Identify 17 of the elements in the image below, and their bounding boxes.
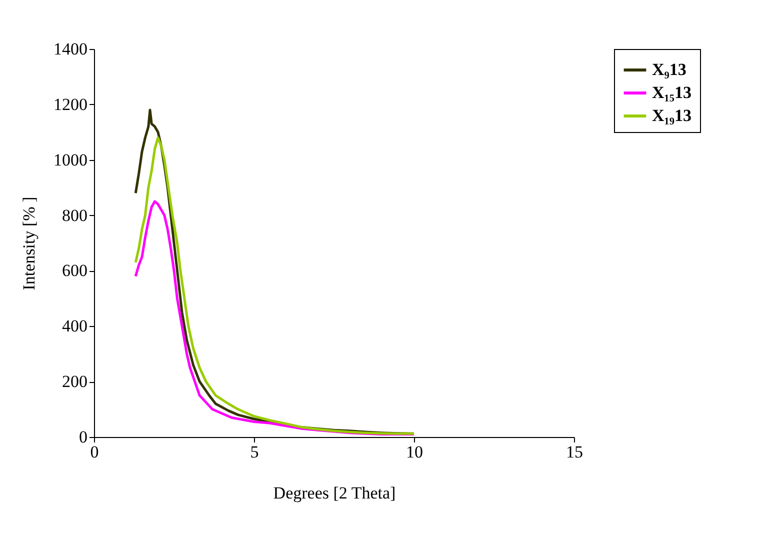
y-tick-label: 0: [79, 428, 88, 446]
y-tick-label: 1000: [54, 150, 88, 170]
y-tick-label: 400: [62, 316, 88, 336]
x-tick-label: 10: [406, 442, 423, 462]
x-tick-label: 0: [90, 442, 99, 462]
legend-label: X₁₉13: [652, 106, 692, 125]
y-axis-title: Intensity [% ]: [20, 196, 38, 290]
legend-label: X₁₅13: [652, 83, 692, 102]
y-tick-label: 1400: [54, 40, 88, 58]
x-axis-title: Degrees [2 Theta]: [273, 484, 396, 502]
y-tick-label: 1200: [54, 94, 88, 114]
y-tick-label: 200: [62, 372, 88, 392]
y-tick-label: 600: [62, 261, 88, 280]
y-tick-label: 800: [62, 206, 88, 225]
x-tick-label: 5: [250, 442, 259, 462]
x-tick-label: 15: [566, 442, 583, 462]
legend-label: X₉13: [652, 60, 686, 79]
